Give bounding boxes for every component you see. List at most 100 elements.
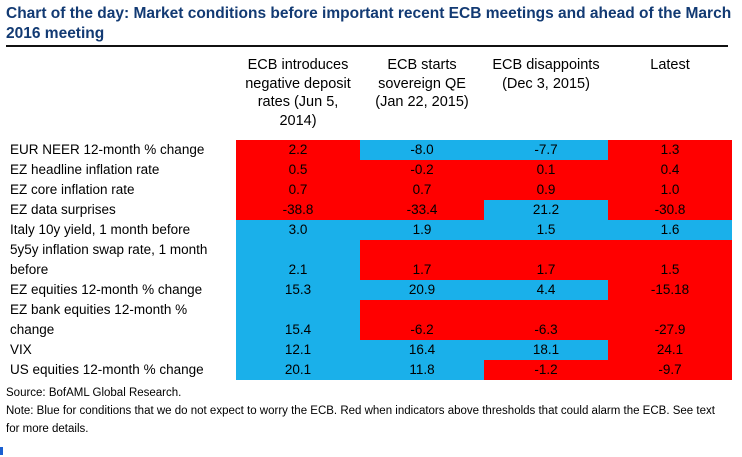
header-line: ECB disappoints bbox=[492, 57, 600, 73]
table-cell: 1.5 bbox=[484, 220, 608, 240]
table-cell: 0.9 bbox=[484, 180, 608, 200]
row-label-italy-yield: Italy 10y yield, 1 month before bbox=[10, 222, 191, 237]
table-cell: 16.4 bbox=[360, 340, 484, 360]
table-cell: -15.18 bbox=[608, 280, 732, 300]
header-line: ECB starts bbox=[387, 57, 457, 73]
header-line: 2014) bbox=[279, 112, 317, 129]
cell-value: 2.1 bbox=[288, 262, 308, 277]
column-header-ecb-disappoints: ECB disappoints (Dec 3, 2015) bbox=[484, 56, 608, 93]
cell-value: 0.7 bbox=[288, 182, 308, 197]
table-cell: -0.2 bbox=[360, 160, 484, 180]
row-label-headline-inflation: EZ headline inflation rate bbox=[10, 162, 160, 177]
cell-value: -33.4 bbox=[406, 202, 438, 217]
cell-value: 2.2 bbox=[288, 142, 308, 157]
cell-value: 1.7 bbox=[412, 262, 432, 277]
table-cell: 15.4 bbox=[236, 300, 360, 340]
cell-value: 16.4 bbox=[408, 342, 436, 357]
table-cell: -1.2 bbox=[484, 360, 608, 380]
table-cell: 1.7 bbox=[360, 240, 484, 280]
table-cell: 1.7 bbox=[484, 240, 608, 280]
table-cell: 3.0 bbox=[236, 220, 360, 240]
cell-value: 18.1 bbox=[532, 342, 560, 357]
table-cell: 18.1 bbox=[484, 340, 608, 360]
row-label-inflation-swap-line1: 5y5y inflation swap rate, 1 month bbox=[10, 242, 208, 257]
table-cell: -27.9 bbox=[608, 300, 732, 340]
cell-value: 1.0 bbox=[660, 182, 680, 197]
header-line: negative deposit bbox=[245, 75, 351, 92]
table-cell: 4.4 bbox=[484, 280, 608, 300]
table-cell: 11.8 bbox=[360, 360, 484, 380]
cell-value: 15.4 bbox=[284, 322, 312, 337]
header-line: rates (Jun 5, bbox=[257, 94, 339, 110]
table-cell: -6.2 bbox=[360, 300, 484, 340]
header-line: ECB introduces bbox=[247, 57, 349, 73]
table-cell: 1.6 bbox=[608, 220, 732, 240]
cell-value: -9.7 bbox=[658, 362, 682, 377]
cell-value: -6.2 bbox=[410, 322, 434, 337]
cell-value: 20.1 bbox=[284, 362, 312, 377]
row-label-data-surprises: EZ data surprises bbox=[10, 202, 116, 217]
cell-value: 1.3 bbox=[660, 142, 680, 157]
table-cell: 20.9 bbox=[360, 280, 484, 300]
cell-value: 24.1 bbox=[656, 342, 684, 357]
edge-marker bbox=[0, 447, 3, 455]
table-cell: 2.1 bbox=[236, 240, 360, 280]
cell-value: 1.5 bbox=[536, 222, 556, 237]
table-cell: -9.7 bbox=[608, 360, 732, 380]
table-cell: 2.2 bbox=[236, 140, 360, 160]
cell-value: -30.8 bbox=[654, 202, 686, 217]
table-cell: 0.4 bbox=[608, 160, 732, 180]
column-header-sovereign-qe: ECB starts sovereign QE (Jan 22, 2015) bbox=[360, 56, 484, 112]
cell-value: 11.8 bbox=[409, 362, 435, 377]
table-cell: 1.5 bbox=[608, 240, 732, 280]
cell-value: 1.6 bbox=[660, 222, 680, 237]
header-line: (Dec 3, 2015) bbox=[502, 75, 590, 92]
row-label-core-inflation: EZ core inflation rate bbox=[10, 182, 135, 197]
row-label-bank-equities-line1: EZ bank equities 12-month % bbox=[10, 302, 188, 317]
table-cell: 15.3 bbox=[236, 280, 360, 300]
cell-value: 0.4 bbox=[660, 162, 680, 177]
chart-title: Chart of the day: Market conditions befo… bbox=[6, 5, 732, 42]
table-cell: 1.3 bbox=[608, 140, 732, 160]
table-cell: 0.7 bbox=[236, 180, 360, 200]
table-cell: -8.0 bbox=[360, 140, 484, 160]
table-cell: 1.0 bbox=[608, 180, 732, 200]
row-label-bank-equities-line2: change bbox=[10, 322, 55, 337]
table-cell: 0.1 bbox=[484, 160, 608, 180]
cell-value: 12.1 bbox=[284, 342, 312, 357]
table-cell: -33.4 bbox=[360, 200, 484, 220]
source-note: Source: BofAML Global Research. bbox=[6, 387, 182, 399]
cell-value: -15.18 bbox=[650, 282, 690, 297]
cell-value: 4.4 bbox=[536, 282, 556, 297]
column-header-latest: Latest bbox=[608, 56, 732, 75]
table-cell: -30.8 bbox=[608, 200, 732, 220]
cell-value: 3.0 bbox=[288, 222, 308, 237]
cell-value: -38.8 bbox=[282, 202, 314, 217]
cell-value: 15.3 bbox=[284, 282, 312, 297]
cell-value: 1.9 bbox=[412, 222, 432, 237]
cell-value: -0.2 bbox=[410, 162, 434, 177]
table-cell: 0.5 bbox=[236, 160, 360, 180]
cell-value: -27.9 bbox=[654, 322, 686, 337]
table-cell: -6.3 bbox=[484, 300, 608, 340]
title-underline bbox=[6, 45, 728, 47]
cell-value: -1.2 bbox=[534, 362, 558, 377]
row-label-vix: VIX bbox=[10, 342, 32, 357]
header-line: Latest bbox=[650, 57, 690, 73]
color-note-line2: for more details. bbox=[6, 423, 89, 435]
cell-value: 0.5 bbox=[288, 162, 308, 177]
cell-value: 21.2 bbox=[532, 202, 560, 217]
row-label-us-equities: US equities 12-month % change bbox=[10, 362, 204, 377]
header-line: sovereign QE bbox=[378, 75, 466, 92]
cell-value: 0.7 bbox=[412, 182, 432, 197]
row-label-ez-equities: EZ equities 12-month % change bbox=[10, 282, 203, 297]
column-header-negative-rates: ECB introduces negative deposit rates (J… bbox=[236, 56, 360, 130]
cell-value: -6.3 bbox=[534, 322, 558, 337]
cell-value: -7.7 bbox=[534, 142, 558, 157]
cell-value: -8.0 bbox=[410, 142, 434, 157]
table-cell: 24.1 bbox=[608, 340, 732, 360]
table-cell: 21.2 bbox=[484, 200, 608, 220]
table-cell: -38.8 bbox=[236, 200, 360, 220]
table-cell: 12.1 bbox=[236, 340, 360, 360]
cell-value: 20.9 bbox=[408, 282, 436, 297]
